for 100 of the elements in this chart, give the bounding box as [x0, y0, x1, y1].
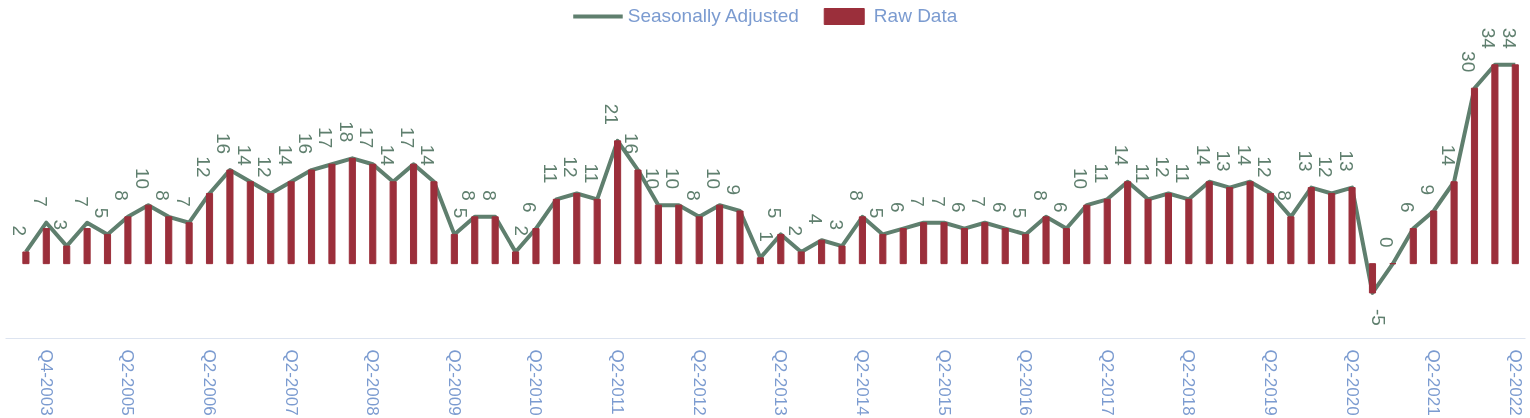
- data-label: 11: [1090, 163, 1112, 184]
- data-label: 7: [70, 196, 92, 207]
- data-label: 30: [1457, 51, 1479, 73]
- data-label: -5: [1367, 308, 1389, 326]
- x-tick-label: Q2-2009: [444, 349, 464, 416]
- bar: [1083, 204, 1091, 265]
- bar: [42, 228, 50, 265]
- x-tick-label: Q2-2006: [200, 349, 220, 416]
- bar: [1022, 233, 1030, 265]
- data-label: 9: [723, 184, 745, 196]
- bar: [409, 163, 418, 265]
- data-label: 0: [1376, 237, 1398, 248]
- data-label: 8: [1029, 190, 1051, 201]
- data-label: 10: [131, 168, 153, 190]
- x-tick-label: Q2-2012: [689, 349, 709, 416]
- bar: [328, 163, 336, 265]
- x-tick-label: Q2-2005: [118, 349, 138, 416]
- bar: [532, 228, 540, 265]
- data-label: 16: [621, 132, 643, 155]
- data-label: 10: [1070, 168, 1092, 190]
- bar: [512, 251, 520, 265]
- bar: [1266, 192, 1275, 265]
- bar: [1368, 263, 1377, 294]
- data-label: 8: [478, 190, 500, 201]
- bar: [1430, 210, 1438, 265]
- bar: [552, 198, 560, 265]
- bar: [797, 251, 805, 265]
- data-label: 7: [29, 196, 51, 207]
- bar: [1185, 198, 1193, 265]
- x-tick-label: Q4-2003: [36, 349, 56, 416]
- bar: [1164, 192, 1173, 265]
- data-label: 16: [213, 132, 235, 155]
- data-label: 12: [560, 156, 582, 178]
- bar: [573, 192, 581, 265]
- x-tick-label: Q2-2021: [1424, 349, 1444, 416]
- x-tick-label: Q2-2022: [1505, 349, 1525, 416]
- bar: [1246, 181, 1254, 265]
- bar: [1511, 64, 1519, 265]
- bar: [1470, 87, 1479, 265]
- data-label: 34: [1498, 27, 1520, 50]
- bar: [369, 163, 377, 265]
- data-label: 14: [376, 144, 398, 167]
- data-label: 6: [1396, 201, 1418, 213]
- data-label: 3: [50, 219, 72, 231]
- bar: [879, 233, 887, 265]
- data-label: 8: [111, 190, 133, 201]
- bar: [1226, 187, 1234, 265]
- data-label: 14: [1192, 144, 1214, 167]
- bar: [858, 216, 866, 265]
- data-label: 9: [1417, 184, 1439, 196]
- x-tick-label: Q2-2010: [526, 349, 546, 416]
- x-tick-label: Q2-2018: [1179, 349, 1199, 416]
- bar: [83, 228, 91, 265]
- data-label: 13: [1294, 150, 1316, 172]
- data-label: 4: [805, 213, 827, 225]
- bar: [103, 233, 112, 265]
- bar: [491, 216, 499, 265]
- data-label: 5: [1009, 207, 1031, 219]
- data-label: 12: [1151, 156, 1173, 178]
- bar: [63, 245, 71, 265]
- bar: [246, 181, 254, 265]
- data-label: 17: [397, 127, 419, 149]
- data-label: 5: [866, 207, 888, 219]
- data-label: 14: [233, 144, 255, 167]
- data-label: 14: [1233, 144, 1255, 167]
- data-label: 13: [1213, 150, 1235, 172]
- bar: [205, 192, 214, 265]
- bar: [287, 181, 295, 265]
- bar: [124, 216, 132, 265]
- x-tick-label: Q2-2016: [1016, 349, 1036, 416]
- data-label: 8: [1274, 190, 1296, 201]
- bar: [716, 204, 724, 265]
- bar: [736, 210, 744, 265]
- x-tick-label: Q2-2015: [934, 349, 954, 416]
- bar: [634, 169, 642, 265]
- bar: [695, 216, 703, 265]
- bar: [940, 222, 948, 265]
- bar: [1144, 198, 1152, 265]
- bar: [389, 181, 397, 265]
- data-label: 11: [539, 163, 561, 184]
- data-label: 10: [662, 168, 684, 190]
- bar: [614, 140, 622, 265]
- bar: [450, 233, 458, 265]
- bar: [1205, 181, 1213, 265]
- x-tick-label: Q2-2007: [281, 349, 301, 416]
- data-label: 12: [193, 156, 215, 178]
- bar: [981, 222, 989, 265]
- data-label: 7: [927, 196, 949, 207]
- data-label: 34: [1478, 27, 1500, 50]
- bar: [1409, 228, 1417, 265]
- bar: [1124, 181, 1132, 265]
- bar: [756, 257, 764, 265]
- data-label: 14: [1437, 144, 1459, 167]
- bar: [22, 251, 30, 265]
- bar: [1328, 192, 1336, 265]
- data-label: 2: [511, 225, 533, 236]
- bar: [818, 239, 826, 265]
- data-label: 12: [254, 156, 276, 178]
- data-label: 8: [458, 190, 480, 201]
- bar: [144, 204, 152, 265]
